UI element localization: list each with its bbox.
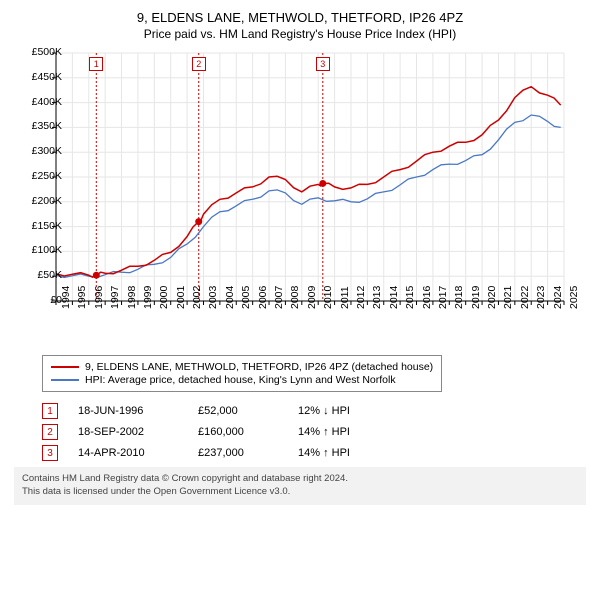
title-main: 9, ELDENS LANE, METHWOLD, THETFORD, IP26… [14,10,586,25]
y-tick-label: £250K [32,170,62,182]
legend-item: 9, ELDENS LANE, METHWOLD, THETFORD, IP26… [51,361,433,373]
x-tick-label: 2005 [240,286,252,309]
x-tick-label: 2021 [502,286,514,309]
chart-sale-marker: 2 [192,57,206,71]
title-block: 9, ELDENS LANE, METHWOLD, THETFORD, IP26… [14,10,586,41]
marker-table-row: 2 18-SEP-2002£160,00014% ↑ HPI [42,424,586,440]
x-tick-label: 1997 [109,286,121,309]
y-tick-label: £500K [32,46,62,58]
x-tick-label: 2007 [273,286,285,309]
x-tick-label: 2013 [371,286,383,309]
x-tick-label: 2024 [552,286,564,309]
marker-date: 18-SEP-2002 [78,426,198,438]
legend-label: 9, ELDENS LANE, METHWOLD, THETFORD, IP26… [85,361,433,373]
x-tick-label: 1998 [126,286,138,309]
marker-date: 14-APR-2010 [78,447,198,459]
x-tick-label: 2020 [486,286,498,309]
y-tick-label: £400K [32,96,62,108]
marker-number-box: 2 [42,424,58,440]
marker-table-row: 3 14-APR-2010£237,00014% ↑ HPI [42,445,586,461]
marker-date: 18-JUN-1996 [78,405,198,417]
x-tick-label: 2011 [339,286,351,309]
marker-price: £160,000 [198,426,298,438]
x-tick-label: 2009 [306,286,318,309]
marker-delta: 12% ↓ HPI [298,405,408,417]
x-tick-label: 1999 [142,286,154,309]
x-tick-label: 2003 [207,286,219,309]
x-tick-label: 2022 [519,286,531,309]
attribution-line1: Contains HM Land Registry data © Crown c… [22,473,578,486]
y-tick-label: £350K [32,120,62,132]
chart-area: £0£50K£100K£150K£200K£250K£300K£350K£400… [14,47,586,347]
x-tick-label: 1995 [76,286,88,309]
y-tick-label: £200K [32,195,62,207]
marker-delta: 14% ↑ HPI [298,447,408,459]
x-tick-label: 2010 [322,286,334,309]
x-tick-label: 2016 [421,286,433,309]
x-tick-label: 2015 [404,286,416,309]
title-sub: Price paid vs. HM Land Registry's House … [14,27,586,41]
x-tick-label: 2018 [453,286,465,309]
y-tick-label: £100K [32,244,62,256]
marker-number-box: 1 [42,403,58,419]
x-tick-label: 2004 [224,286,236,309]
marker-price: £52,000 [198,405,298,417]
marker-price: £237,000 [198,447,298,459]
marker-delta: 14% ↑ HPI [298,426,408,438]
x-tick-label: 1994 [60,286,72,309]
x-tick-label: 2014 [388,286,400,309]
x-tick-label: 2017 [437,286,449,309]
y-tick-label: £150K [32,220,62,232]
chart-sale-marker: 1 [89,57,103,71]
marker-table-row: 1 18-JUN-1996£52,00012% ↓ HPI [42,403,586,419]
x-tick-label: 2025 [568,286,580,309]
x-tick-label: 2023 [535,286,547,309]
x-tick-label: 2012 [355,286,367,309]
legend-item: HPI: Average price, detached house, King… [51,374,433,386]
legend-swatch [51,379,79,381]
chart-sale-marker: 3 [316,57,330,71]
attribution: Contains HM Land Registry data © Crown c… [14,467,586,505]
legend-swatch [51,366,79,368]
y-tick-label: £50K [37,269,62,281]
chart-container: 9, ELDENS LANE, METHWOLD, THETFORD, IP26… [0,0,600,513]
x-tick-label: 2019 [470,286,482,309]
x-tick-label: 2000 [158,286,170,309]
attribution-line2: This data is licensed under the Open Gov… [22,486,578,499]
marker-table: 1 18-JUN-1996£52,00012% ↓ HPI 2 18-SEP-2002… [42,403,586,461]
legend-label: HPI: Average price, detached house, King… [85,374,396,386]
x-tick-label: 2001 [175,286,187,309]
legend: 9, ELDENS LANE, METHWOLD, THETFORD, IP26… [42,355,442,392]
x-tick-label: 2006 [257,286,269,309]
x-tick-label: 1996 [93,286,105,309]
y-tick-label: £300K [32,145,62,157]
x-tick-label: 2008 [289,286,301,309]
x-tick-label: 2002 [191,286,203,309]
marker-number-box: 3 [42,445,58,461]
y-tick-label: £450K [32,71,62,83]
